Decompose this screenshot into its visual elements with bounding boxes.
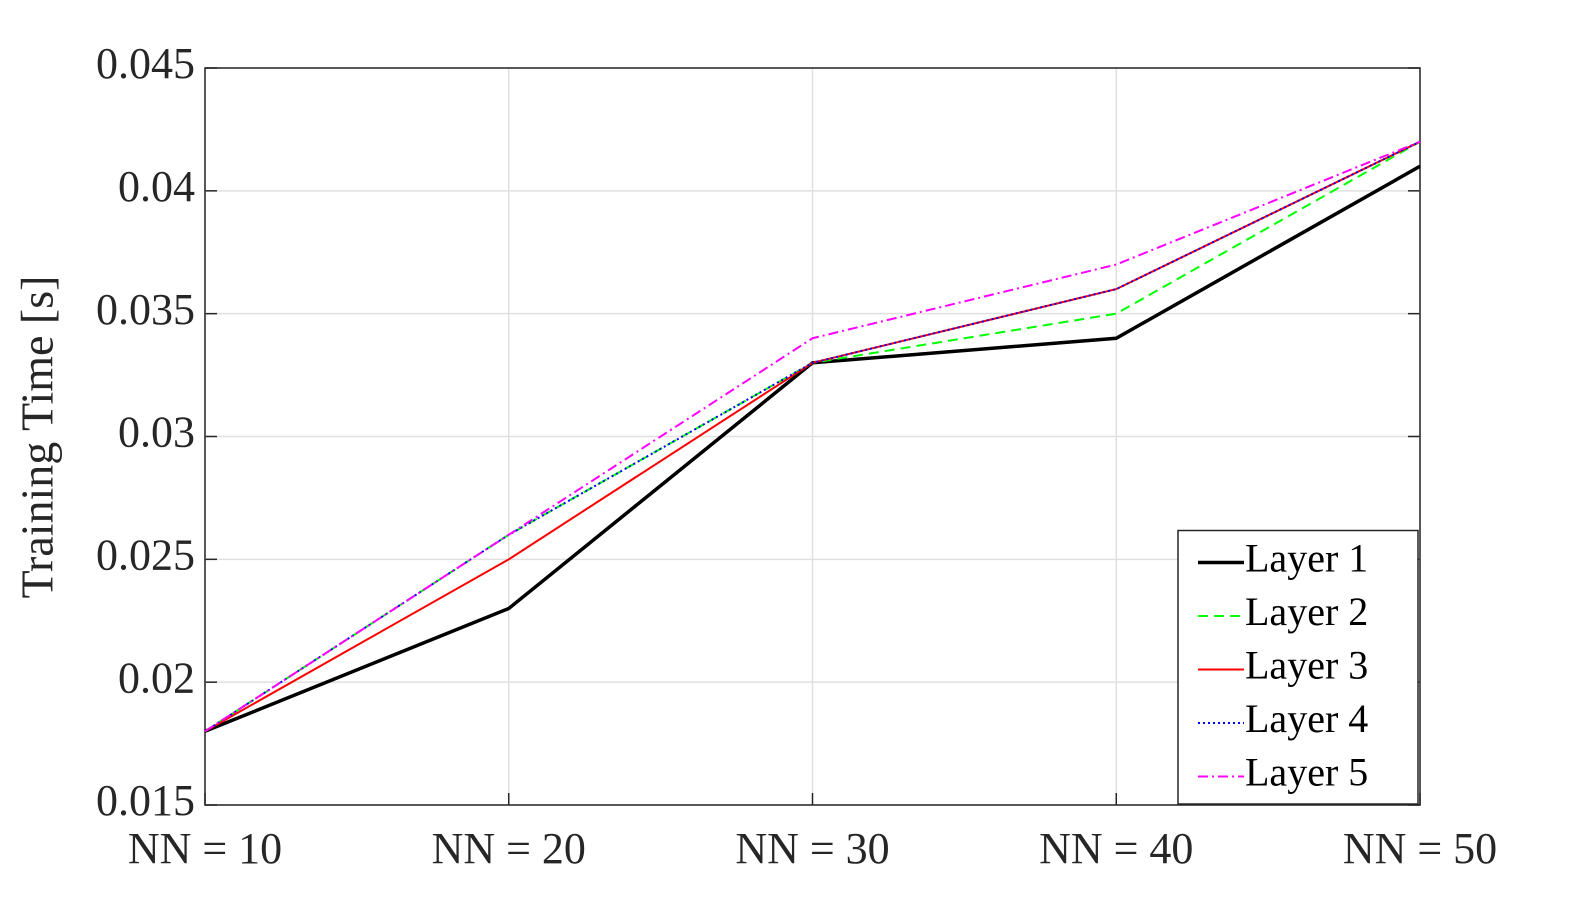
plot-frame [204, 67, 1421, 806]
x-tick-label: NN = 10 [128, 824, 282, 873]
y-tick-label: 0.025 [96, 530, 195, 579]
y-tick-label: 0.02 [118, 653, 195, 702]
y-axis-title: Training Time [s] [12, 276, 63, 599]
legend-label: Layer 1 [1245, 536, 1368, 581]
legend-label: Layer 2 [1245, 589, 1368, 634]
y-tick-label: 0.035 [96, 285, 195, 334]
x-tick-label: NN = 40 [1039, 824, 1193, 873]
legend-label: Layer 4 [1245, 696, 1368, 741]
legend-label: Layer 5 [1245, 750, 1368, 795]
x-tick-label: NN = 50 [1343, 824, 1497, 873]
y-tick-label: 0.03 [118, 408, 195, 457]
legend-label: Layer 3 [1245, 643, 1368, 688]
y-tick-label: 0.045 [96, 39, 195, 88]
x-tick-label: NN = 30 [735, 824, 889, 873]
y-tick-label: 0.015 [96, 776, 195, 825]
x-tick-label: NN = 20 [432, 824, 586, 873]
legend-box [1177, 529, 1419, 805]
line [204, 140, 1421, 733]
y-tick-label: 0.04 [118, 162, 195, 211]
